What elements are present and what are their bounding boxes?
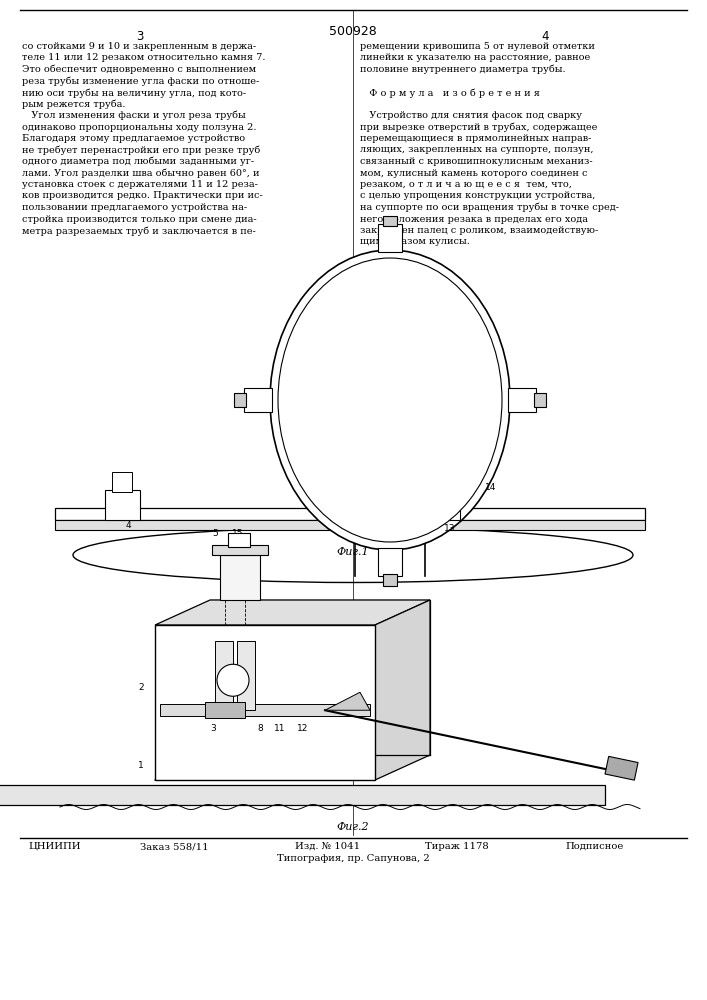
Text: 15: 15	[232, 528, 243, 538]
Bar	[205, 702, 245, 718]
Text: Тираж 1178: Тираж 1178	[425, 842, 489, 851]
Text: теле 11 или 12 резаком относительно камня 7.: теле 11 или 12 резаком относительно камн…	[22, 53, 266, 62]
Bar	[155, 625, 375, 780]
Text: Угол изменения фаски и угол реза трубы: Угол изменения фаски и угол реза трубы	[22, 111, 246, 120]
Text: него положения резака в пределах его хода: него положения резака в пределах его ход…	[360, 215, 588, 224]
Bar	[375, 510, 405, 525]
Bar	[244, 388, 272, 412]
Text: установка стоек с держателями 11 и 12 реза-: установка стоек с держателями 11 и 12 ре…	[22, 180, 258, 189]
Bar	[215, 641, 233, 710]
Text: Благодаря этому предлагаемое устройство: Благодаря этому предлагаемое устройство	[22, 134, 245, 143]
Bar	[534, 393, 546, 407]
Text: 4: 4	[125, 521, 131, 530]
Text: ков производится редко. Практически при ис-: ков производится редко. Практически при …	[22, 192, 263, 200]
Polygon shape	[155, 600, 430, 625]
Bar	[605, 756, 638, 780]
Text: рым режется труба.: рым режется труба.	[22, 100, 126, 109]
Text: при вырезке отверстий в трубах, содержащее: при вырезке отверстий в трубах, содержащ…	[360, 122, 597, 132]
Text: ляющих, закрепленных на суппорте, ползун,: ляющих, закрепленных на суппорте, ползун…	[360, 145, 593, 154]
Text: 4: 4	[542, 30, 549, 43]
Text: мом, кулисный камень которого соединен с: мом, кулисный камень которого соединен с	[360, 168, 588, 178]
Text: не требует перенастройки его при резке труб: не требует перенастройки его при резке т…	[22, 145, 260, 155]
Text: Фиг.2: Фиг.2	[337, 822, 369, 832]
Text: нию оси трубы на величину угла, под кото-: нию оси трубы на величину угла, под кото…	[22, 88, 246, 98]
Bar	[345, 492, 435, 510]
Polygon shape	[375, 600, 430, 780]
Bar	[228, 533, 250, 547]
Circle shape	[217, 664, 249, 696]
Text: Фиг.1: Фиг.1	[337, 547, 369, 557]
Bar	[220, 555, 260, 600]
Bar	[210, 600, 430, 755]
Text: перемещающиеся в прямолинейных направ-: перемещающиеся в прямолинейных направ-	[360, 134, 591, 143]
Text: 8: 8	[377, 524, 383, 533]
Text: Ф о р м у л а   и з о б р е т е н и я: Ф о р м у л а и з о б р е т е н и я	[360, 88, 540, 98]
Bar	[335, 472, 355, 487]
Text: резаком, о т л и ч а ю щ е е с я  тем, что,: резаком, о т л и ч а ю щ е е с я тем, чт…	[360, 180, 572, 189]
Bar	[0, 785, 605, 805]
Text: пользовании предлагаемого устройства на-: пользовании предлагаемого устройства на-	[22, 203, 247, 212]
Text: Типография, пр. Сапунова, 2: Типография, пр. Сапунова, 2	[276, 854, 429, 863]
Bar	[378, 548, 402, 576]
Text: 1: 1	[138, 760, 144, 770]
Text: стройка производится только при смене диа-: стройка производится только при смене ди…	[22, 215, 257, 224]
Text: Заказ 558/11: Заказ 558/11	[140, 842, 209, 851]
Bar	[508, 388, 536, 412]
Text: Устройство для снятия фасок под сварку: Устройство для снятия фасок под сварку	[360, 111, 582, 120]
Bar	[330, 485, 360, 520]
Text: 5: 5	[212, 528, 218, 538]
Text: метра разрезаемых труб и заключается в пе-: метра разрезаемых труб и заключается в п…	[22, 226, 256, 235]
Bar	[237, 641, 255, 710]
Text: 7: 7	[325, 476, 331, 485]
Text: лами. Угол разделки шва обычно равен 60°, и: лами. Угол разделки шва обычно равен 60°…	[22, 168, 259, 178]
Text: 14: 14	[485, 483, 496, 492]
Text: половине внутреннего диаметра трубы.: половине внутреннего диаметра трубы.	[360, 65, 566, 75]
Bar	[105, 490, 140, 520]
Bar	[440, 475, 455, 487]
Bar	[378, 224, 402, 252]
Text: с целью упрощения конструкции устройства,: с целью упрощения конструкции устройства…	[360, 192, 595, 200]
Bar	[435, 485, 460, 520]
Text: Подписное: Подписное	[565, 842, 624, 851]
Text: на суппорте по оси вращения трубы в точке сред-: на суппорте по оси вращения трубы в точк…	[360, 203, 619, 213]
Bar	[55, 508, 645, 520]
Ellipse shape	[270, 250, 510, 550]
Ellipse shape	[73, 528, 633, 582]
Text: Это обеспечит одновременно с выполнением: Это обеспечит одновременно с выполнением	[22, 65, 256, 75]
Text: 2: 2	[138, 682, 144, 692]
Bar	[383, 216, 397, 226]
Text: 13: 13	[444, 524, 456, 533]
Text: 11: 11	[274, 724, 286, 733]
Text: ЦНИИПИ: ЦНИИПИ	[28, 842, 81, 851]
Bar	[212, 545, 268, 555]
Text: закреплен палец с роликом, взаимодействую-: закреплен палец с роликом, взаимодейству…	[360, 226, 598, 235]
Text: 8: 8	[257, 724, 263, 733]
Ellipse shape	[278, 258, 502, 542]
Bar	[234, 393, 246, 407]
Text: реза трубы изменение угла фаски по отноше-: реза трубы изменение угла фаски по отнош…	[22, 77, 259, 86]
Bar	[55, 520, 645, 530]
Polygon shape	[325, 692, 370, 710]
Text: Изд. № 1041: Изд. № 1041	[295, 842, 360, 851]
Text: 3: 3	[136, 30, 144, 43]
Text: одного диаметра под любыми заданными уг-: одного диаметра под любыми заданными уг-	[22, 157, 254, 166]
Text: ремещении кривошипа 5 от нулевой отметки: ремещении кривошипа 5 от нулевой отметки	[360, 42, 595, 51]
Bar	[160, 704, 370, 716]
Text: линейки к указателю на расстояние, равное: линейки к указателю на расстояние, равно…	[360, 53, 590, 62]
Text: 12: 12	[298, 724, 309, 733]
Text: одинаково пропорциональны ходу ползуна 2.: одинаково пропорциональны ходу ползуна 2…	[22, 122, 257, 131]
Bar	[112, 472, 132, 492]
Text: 3: 3	[210, 724, 216, 733]
Text: 10,9: 10,9	[342, 481, 362, 490]
Text: 500928: 500928	[329, 25, 377, 38]
Text: связанный с кривошипнокулисным механиз-: связанный с кривошипнокулисным механиз-	[360, 157, 592, 166]
Text: со стойками 9 и 10 и закрепленным в держа-: со стойками 9 и 10 и закрепленным в держ…	[22, 42, 256, 51]
Text: щим с пазом кулисы.: щим с пазом кулисы.	[360, 237, 470, 246]
Bar	[383, 574, 397, 586]
